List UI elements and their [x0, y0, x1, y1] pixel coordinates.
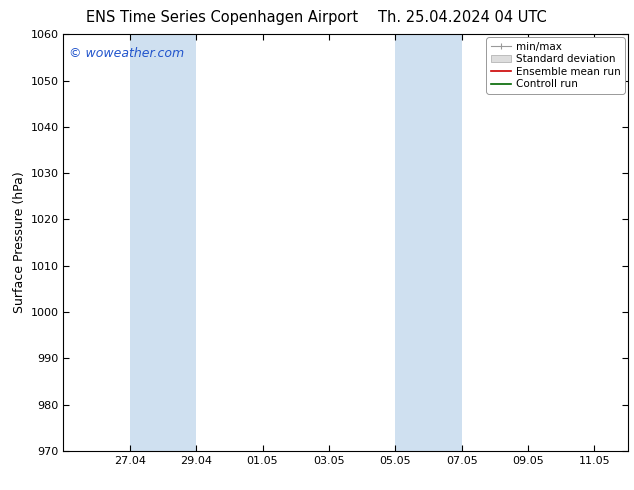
- Legend: min/max, Standard deviation, Ensemble mean run, Controll run: min/max, Standard deviation, Ensemble me…: [486, 37, 624, 94]
- Bar: [130, 34, 196, 451]
- Bar: [396, 34, 462, 451]
- Text: ENS Time Series Copenhagen Airport: ENS Time Series Copenhagen Airport: [86, 10, 358, 24]
- Text: © woweather.com: © woweather.com: [69, 47, 184, 60]
- Text: Th. 25.04.2024 04 UTC: Th. 25.04.2024 04 UTC: [378, 10, 547, 24]
- Y-axis label: Surface Pressure (hPa): Surface Pressure (hPa): [13, 172, 26, 314]
